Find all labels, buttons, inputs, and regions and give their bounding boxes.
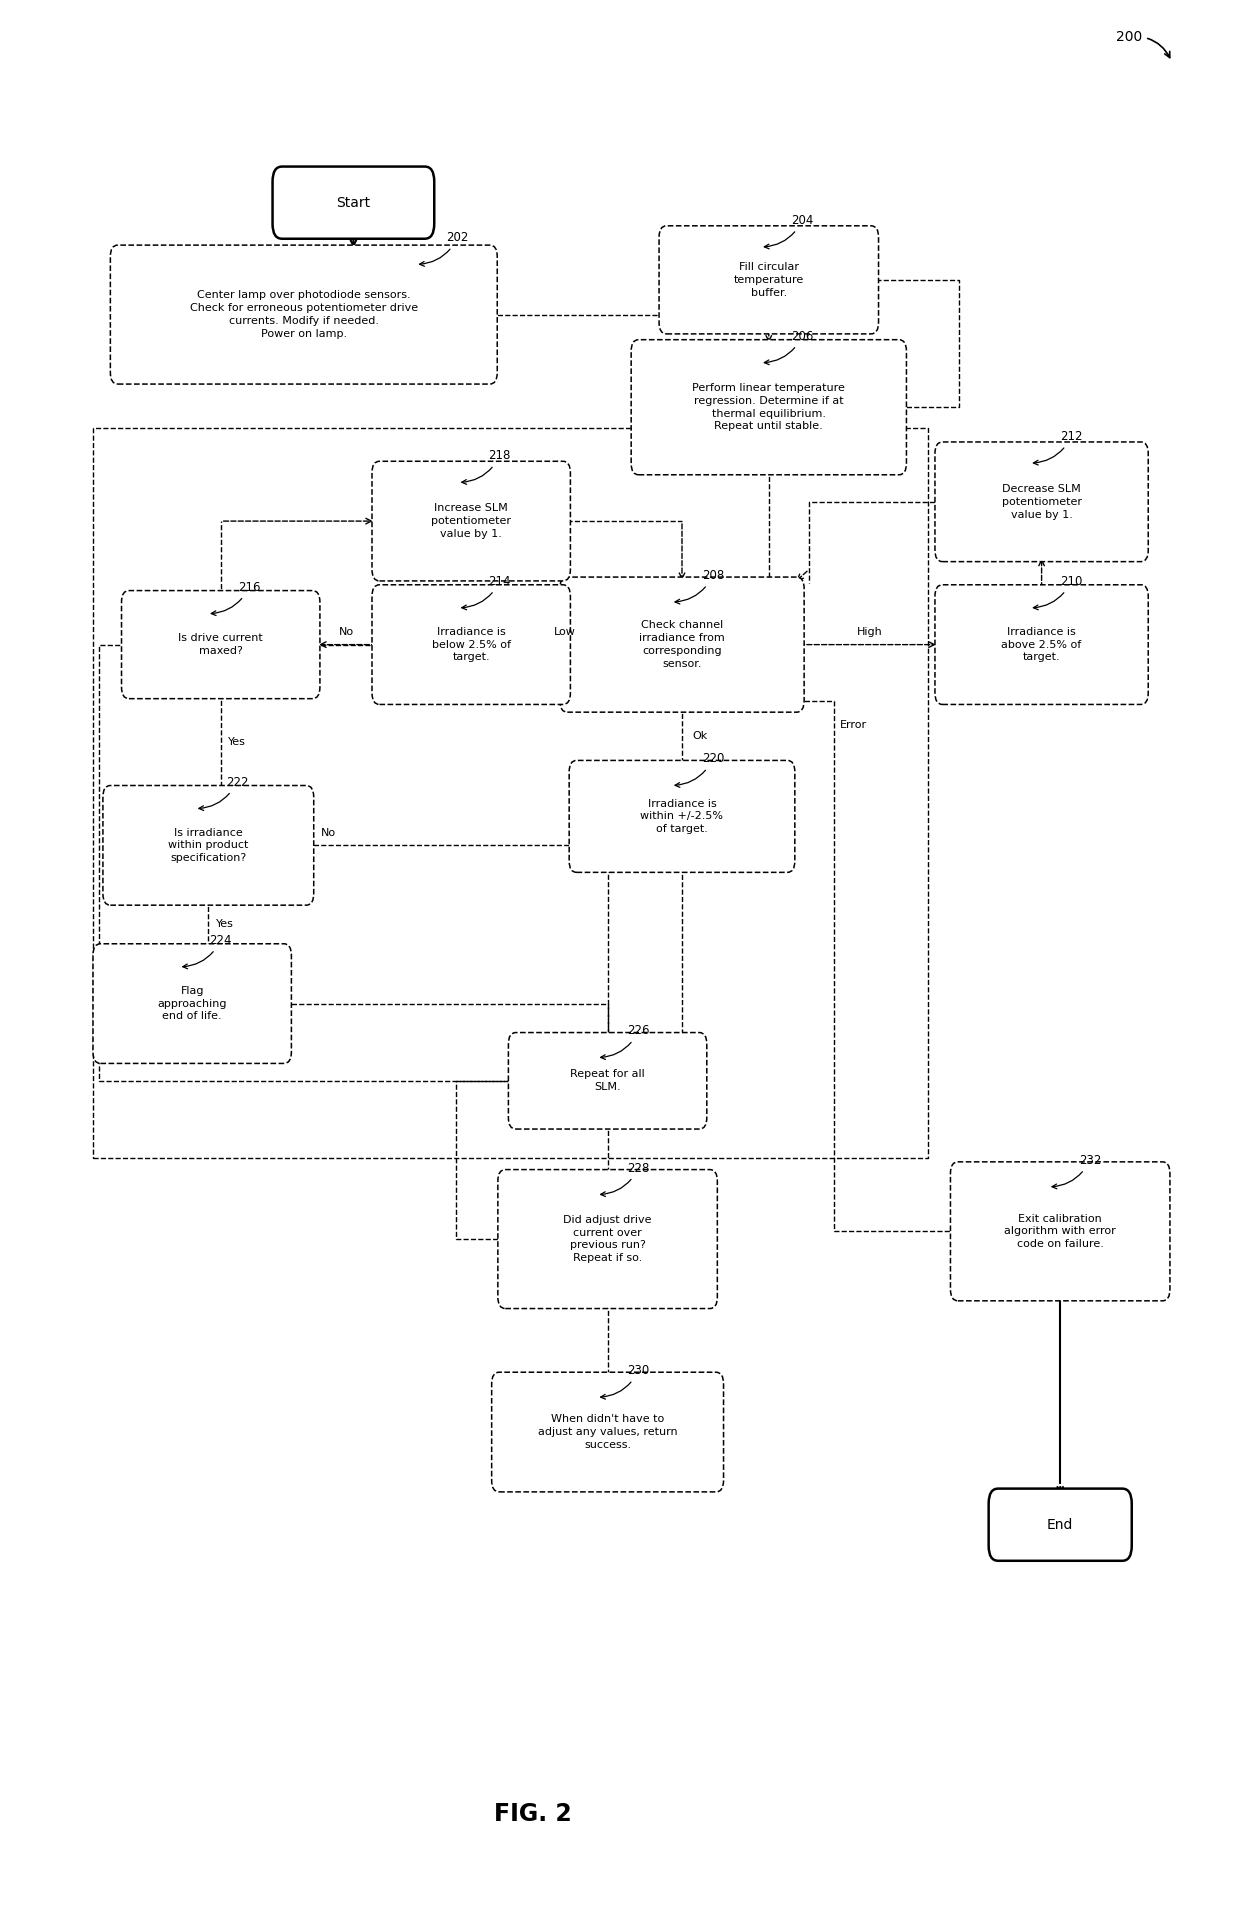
Text: Repeat for all
SLM.: Repeat for all SLM.	[570, 1069, 645, 1092]
Text: Center lamp over photodiode sensors.
Check for erroneous potentiometer drive
cur: Center lamp over photodiode sensors. Che…	[190, 290, 418, 340]
FancyBboxPatch shape	[569, 760, 795, 872]
Text: Start: Start	[336, 195, 371, 210]
Text: No: No	[321, 828, 336, 838]
Text: Exit calibration
algorithm with error
code on failure.: Exit calibration algorithm with error co…	[1004, 1214, 1116, 1249]
Text: 216: 216	[211, 581, 260, 616]
Text: End: End	[1047, 1517, 1074, 1532]
Text: Is irradiance
within product
specification?: Is irradiance within product specificati…	[169, 828, 248, 863]
Text: FIG. 2: FIG. 2	[495, 1803, 572, 1826]
Text: Perform linear temperature
regression. Determine if at
thermal equilibrium.
Repe: Perform linear temperature regression. D…	[692, 382, 846, 432]
Text: 206: 206	[764, 330, 813, 365]
Text: When didn't have to
adjust any values, return
success.: When didn't have to adjust any values, r…	[538, 1415, 677, 1449]
FancyBboxPatch shape	[273, 166, 434, 239]
Text: 210: 210	[1033, 575, 1083, 610]
Text: Error: Error	[841, 720, 867, 730]
FancyBboxPatch shape	[372, 461, 570, 581]
FancyBboxPatch shape	[988, 1488, 1132, 1561]
Text: 208: 208	[675, 569, 724, 604]
Text: 230: 230	[600, 1365, 650, 1399]
FancyBboxPatch shape	[660, 226, 878, 334]
FancyBboxPatch shape	[372, 585, 570, 704]
Text: 222: 222	[198, 776, 248, 811]
Text: Decrease SLM
potentiometer
value by 1.: Decrease SLM potentiometer value by 1.	[1002, 484, 1081, 519]
Text: Low: Low	[554, 627, 577, 637]
Text: 232: 232	[1052, 1154, 1101, 1189]
Text: Irradiance is
within +/-2.5%
of target.: Irradiance is within +/-2.5% of target.	[641, 799, 723, 834]
Bar	[93, 428, 928, 1158]
FancyBboxPatch shape	[631, 340, 906, 475]
FancyBboxPatch shape	[491, 1372, 723, 1492]
Text: 228: 228	[600, 1162, 650, 1197]
Text: Fill circular
temperature
buffer.: Fill circular temperature buffer.	[734, 262, 804, 297]
FancyBboxPatch shape	[103, 786, 314, 905]
FancyBboxPatch shape	[497, 1170, 717, 1309]
Text: 224: 224	[182, 934, 232, 969]
Text: Check channel
irradiance from
corresponding
sensor.: Check channel irradiance from correspond…	[639, 620, 725, 670]
FancyBboxPatch shape	[110, 245, 497, 384]
FancyBboxPatch shape	[935, 585, 1148, 704]
Text: 212: 212	[1033, 430, 1083, 465]
Text: Flag
approaching
end of life.: Flag approaching end of life.	[157, 986, 227, 1021]
Text: 214: 214	[461, 575, 511, 610]
FancyBboxPatch shape	[935, 442, 1148, 562]
Text: 202: 202	[419, 232, 469, 266]
Text: 218: 218	[461, 450, 511, 484]
Text: Yes: Yes	[216, 919, 233, 930]
Text: 204: 204	[764, 214, 813, 249]
Text: High: High	[857, 627, 883, 637]
Text: 200: 200	[1116, 29, 1169, 58]
Text: No: No	[339, 627, 353, 637]
Text: Did adjust drive
current over
previous run?
Repeat if so.: Did adjust drive current over previous r…	[563, 1214, 652, 1264]
Text: 220: 220	[675, 753, 724, 787]
Text: 226: 226	[600, 1025, 650, 1060]
FancyBboxPatch shape	[508, 1033, 707, 1129]
Text: Yes: Yes	[228, 737, 246, 747]
FancyBboxPatch shape	[93, 944, 291, 1063]
FancyBboxPatch shape	[122, 591, 320, 699]
Text: Ok: Ok	[692, 731, 707, 741]
Text: Increase SLM
potentiometer
value by 1.: Increase SLM potentiometer value by 1.	[432, 504, 511, 538]
FancyBboxPatch shape	[950, 1162, 1171, 1301]
Text: Irradiance is
below 2.5% of
target.: Irradiance is below 2.5% of target.	[432, 627, 511, 662]
FancyBboxPatch shape	[560, 577, 805, 712]
Text: Irradiance is
above 2.5% of
target.: Irradiance is above 2.5% of target.	[1002, 627, 1081, 662]
Text: Is drive current
maxed?: Is drive current maxed?	[179, 633, 263, 656]
